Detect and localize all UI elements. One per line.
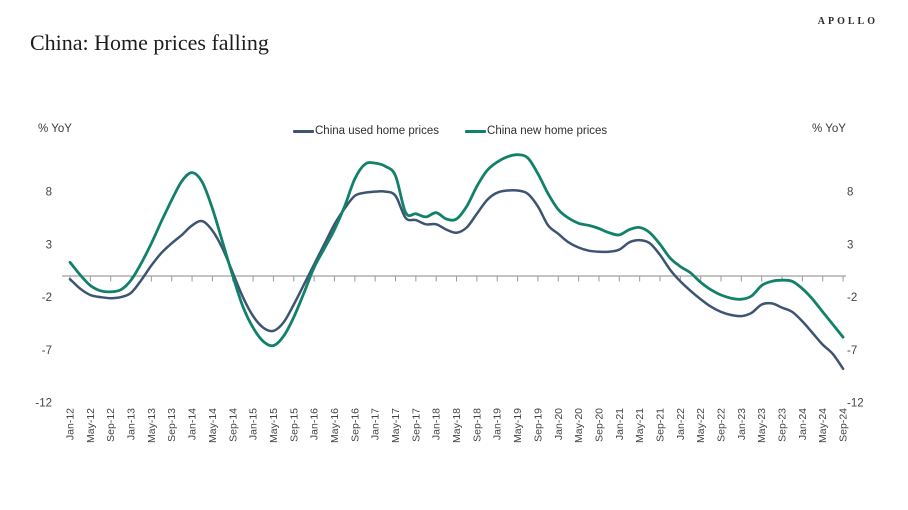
x-axis-label: Jan-23 (736, 408, 748, 440)
series-line-new-home-prices (68, 153, 845, 348)
x-axis-label: Jan-22 (675, 408, 687, 440)
x-axis-label: May-13 (146, 408, 158, 443)
x-axis-label: May-14 (207, 408, 219, 443)
x-axis-label: Jan-12 (65, 408, 77, 440)
x-axis-label: May-18 (451, 408, 463, 443)
chart-title: China: Home prices falling (30, 30, 269, 55)
y-axis-label-left: 8 (46, 187, 52, 199)
x-axis-label: Sep-23 (777, 408, 789, 442)
x-axis-label: Sep-19 (532, 408, 544, 442)
x-axis-label: May-16 (329, 408, 341, 443)
y-axis-unit-right: % YoY (812, 123, 846, 135)
x-axis-label: May-19 (512, 408, 524, 443)
legend-item-new: China new home prices (465, 125, 607, 137)
legend: China used home prices China new home pr… (293, 125, 607, 137)
x-axis-label: May-15 (268, 408, 280, 443)
legend-label-used: China used home prices (315, 125, 440, 137)
y-axis-label-right: -7 (847, 345, 857, 357)
y-axis-label-left: -2 (42, 292, 52, 304)
x-axis-label: Sep-18 (471, 408, 483, 442)
x-axis-label: Sep-17 (410, 408, 422, 442)
x-axis-label: Jan-16 (309, 408, 321, 440)
x-axis-label: Sep-15 (288, 408, 300, 442)
x-axis-label: Jan-21 (614, 408, 626, 440)
x-axis-label: Jan-19 (492, 408, 504, 440)
legend-item-used: China used home prices (293, 125, 439, 137)
x-axis-label: Jan-13 (126, 408, 138, 440)
x-axis-label: May-24 (817, 408, 829, 443)
x-axis-label: Sep-21 (654, 408, 666, 442)
new-line-swatch (465, 129, 487, 133)
used-line-swatch (293, 129, 314, 133)
x-axis-label: Jan-17 (370, 408, 382, 440)
y-axis-label-left: 3 (46, 239, 52, 251)
x-axis-label: Jan-24 (797, 408, 809, 440)
x-axis-label: Jan-14 (187, 408, 199, 440)
y-axis-label-left: -7 (42, 345, 52, 357)
y-axis-label-left: -12 (35, 398, 52, 410)
x-axis-label: Jan-18 (431, 408, 443, 440)
x-axis-label: Sep-14 (227, 408, 239, 442)
x-axis-label: Jan-15 (248, 408, 260, 440)
x-axis-label: Sep-16 (349, 408, 361, 442)
x-axis-label: May-22 (695, 408, 707, 443)
x-axis-label: Sep-20 (593, 408, 605, 442)
legend-label-new: China new home prices (487, 125, 608, 137)
x-axis-label: May-21 (634, 408, 646, 443)
x-axis-label: May-20 (573, 408, 585, 443)
x-axis-label: May-23 (756, 408, 768, 443)
y-axis-unit-left: % YoY (38, 123, 72, 135)
y-axis-label-right: 3 (847, 239, 853, 251)
apollo-logo: APOLLO (817, 16, 878, 27)
x-axis-label: May-17 (390, 408, 402, 443)
x-axis-label: May-12 (85, 408, 97, 443)
x-axis-label: Sep-12 (105, 408, 117, 442)
x-axis-label: Sep-22 (716, 408, 728, 442)
x-axis-label: Sep-13 (166, 408, 178, 442)
y-axis-label-right: 8 (847, 187, 853, 199)
y-axis-label-right: -12 (847, 398, 864, 410)
x-axis-label: Sep-24 (838, 408, 850, 442)
y-axis-label-right: -2 (847, 292, 857, 304)
series-line-used-home-prices (68, 188, 845, 371)
x-axis-label: Jan-20 (553, 408, 565, 440)
